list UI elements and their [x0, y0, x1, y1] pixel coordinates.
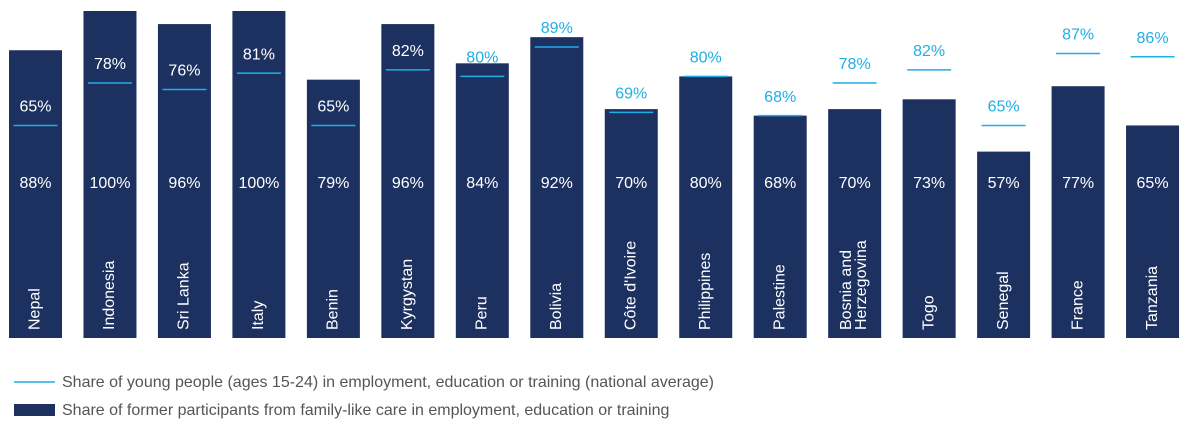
bar-value-label: 77% [1062, 175, 1094, 192]
legend-label: Share of former participants from family… [62, 402, 669, 419]
category-label: Bolivia [548, 283, 565, 330]
legend-label: Share of young people (ages 15-24) in em… [62, 374, 714, 391]
marker-value-label: 68% [764, 89, 796, 106]
bar [381, 24, 435, 339]
bar [157, 24, 211, 339]
marker-value-label: 87% [1062, 27, 1094, 44]
bar-value-label: 65% [1137, 175, 1169, 192]
bar [455, 63, 509, 338]
legend-bar-swatch [14, 404, 55, 416]
bar-value-label: 84% [466, 175, 498, 192]
bar-value-label: 70% [615, 175, 647, 192]
category-label: Italy [250, 301, 267, 330]
marker-value-label: 65% [988, 99, 1020, 116]
bar [232, 11, 286, 338]
bar-value-label: 100% [90, 175, 131, 192]
category-label: Tanzania [1144, 266, 1161, 330]
bar-value-label: 68% [764, 175, 796, 192]
marker-value-label: 89% [541, 20, 573, 37]
bar [604, 109, 658, 338]
bar-value-label: 88% [19, 175, 51, 192]
bar [530, 37, 584, 338]
bar-value-label: 96% [168, 175, 200, 192]
bar-value-label: 79% [317, 175, 349, 192]
bar [902, 99, 956, 338]
bar [1126, 125, 1180, 338]
bar [9, 50, 62, 339]
category-label: Nepal [27, 288, 44, 330]
bar [977, 151, 1031, 338]
marker-value-label: 81% [243, 46, 275, 63]
marker-value-label: 80% [690, 50, 722, 67]
bar-value-label: 80% [690, 175, 722, 192]
category-label: Benin [325, 289, 342, 330]
marker-value-label: 78% [94, 56, 126, 73]
category-label: Côte d'Ivoire [622, 241, 639, 330]
bar-value-label: 57% [988, 175, 1020, 192]
bar [306, 79, 360, 339]
marker-value-label: 65% [317, 99, 349, 116]
bar [828, 109, 882, 338]
bar-value-label: 100% [238, 175, 279, 192]
category-label: Togo [920, 295, 937, 330]
bar [679, 76, 733, 339]
marker-value-label: 69% [615, 86, 647, 103]
marker-value-label: 82% [913, 43, 945, 60]
marker-value-label: 65% [19, 99, 51, 116]
marker-value-label: 78% [839, 56, 871, 73]
category-label: France [1069, 280, 1086, 330]
marker-value-label: 82% [392, 43, 424, 60]
bar-value-label: 92% [541, 175, 573, 192]
marker-value-label: 80% [466, 50, 498, 67]
bar-value-label: 70% [839, 175, 871, 192]
bar [1051, 86, 1105, 339]
bar [83, 11, 137, 338]
category-label: Indonesia [101, 261, 118, 330]
category-label: Peru [474, 296, 491, 330]
category-label: Bosnia andHerzegovina [838, 240, 870, 330]
category-label: Sri Lanka [176, 262, 193, 330]
category-label: Senegal [995, 271, 1012, 330]
category-label: Philippines [697, 253, 714, 330]
marker-value-label: 86% [1137, 30, 1169, 47]
bar-value-label: 73% [913, 175, 945, 192]
category-label: Kyrgystan [399, 259, 416, 330]
marker-value-label: 76% [168, 63, 200, 80]
bar-value-label: 96% [392, 175, 424, 192]
bar [753, 115, 807, 338]
category-label: Palestine [771, 264, 788, 330]
